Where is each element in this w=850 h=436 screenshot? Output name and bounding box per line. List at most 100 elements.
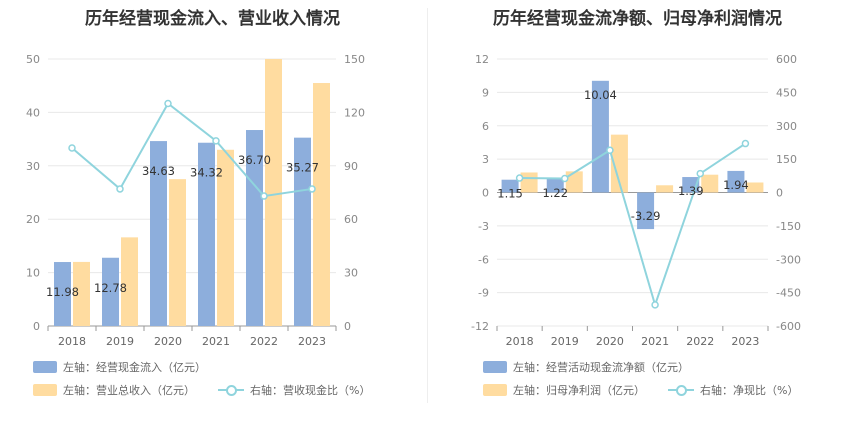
- left-y2tick: 60: [344, 213, 358, 226]
- right-xtick: 2022: [686, 335, 714, 348]
- left-bar-primary: [150, 141, 167, 326]
- right-bar-secondary: [520, 172, 538, 193]
- right-ytick: -9: [478, 287, 489, 300]
- right-legend-secondary[interactable]: 左轴：归母净利润（亿元）: [483, 382, 645, 398]
- right-legend-line[interactable]: 右轴：净现比（%）: [668, 382, 798, 398]
- right-ytick: 6: [482, 120, 489, 133]
- right-xtick: 2021: [641, 335, 669, 348]
- right-y2tick: -300: [776, 253, 801, 266]
- left-bar-secondary: [265, 59, 282, 326]
- right-chart-plot: -12 -600 -9 -450 -6 -300 -3 -150 0 0 3 150 6 300 9 450 1…: [471, 53, 801, 348]
- right-line-point: [515, 174, 524, 182]
- left-xtick: 2020: [154, 335, 182, 348]
- left-ytick: 20: [26, 213, 40, 226]
- left-legend-secondary-label: 左轴：营业总收入（亿元）: [63, 384, 195, 397]
- right-legend-primary[interactable]: 左轴：经营活动现金流净额（亿元）: [483, 359, 689, 375]
- right-line-point: [651, 301, 659, 309]
- left-line-series: [71, 101, 313, 198]
- left-ytick: 30: [26, 160, 40, 173]
- left-bar-primary: [102, 257, 119, 326]
- legend-swatch-icon: [33, 361, 57, 373]
- right-y2tick: -600: [776, 320, 801, 333]
- left-bar-label: 35.27: [286, 161, 319, 175]
- left-bar-primary: [54, 262, 71, 326]
- right-ytick: 9: [482, 86, 489, 99]
- right-y2tick: 450: [776, 86, 797, 99]
- left-y2tick: 150: [344, 53, 365, 66]
- left-line-point: [308, 185, 316, 193]
- left-legend-line[interactable]: 右轴：营收现金比（%）: [218, 382, 370, 398]
- left-legend-primary-label: 左轴：经营现金流入（亿元）: [63, 361, 206, 374]
- right-xtick: 2018: [506, 335, 534, 348]
- left-bar-label: 34.32: [190, 166, 223, 180]
- left-bar-label: 36.70: [238, 153, 271, 167]
- left-y2tick: 0: [344, 320, 351, 333]
- left-line-point: [260, 192, 268, 200]
- right-ytick: 12: [475, 53, 489, 66]
- right-bar-secondary: [746, 182, 764, 193]
- left-y2tick: 90: [344, 160, 358, 173]
- legend-line-icon: [218, 384, 244, 396]
- left-legend-line-label: 右轴：营收现金比（%）: [250, 384, 371, 397]
- left-bar-primary: [198, 142, 215, 326]
- right-bar-label: 1.22: [542, 186, 568, 200]
- right-line-point: [561, 174, 569, 183]
- left-chart-plot: 0 0 10 30 20 60 30 90 40 120 50 150 2018 2019 2020 2021…: [26, 53, 365, 348]
- right-bar-secondary: [656, 185, 674, 193]
- right-bar-label: 1.94: [723, 178, 749, 192]
- left-bar-label: 12.78: [94, 281, 127, 295]
- left-chart-title: 历年经营现金流入、营业收入情况: [85, 9, 340, 29]
- left-xtick: 2022: [250, 335, 278, 348]
- right-xtick: 2019: [551, 335, 579, 348]
- legend-line-icon: [668, 384, 694, 396]
- left-xtick: 2018: [58, 335, 86, 348]
- left-line-point: [164, 99, 172, 108]
- left-bar-secondary: [169, 179, 186, 326]
- right-chart-title: 历年经营现金流净额、归母净利润情况: [493, 9, 782, 29]
- right-bar-primary: [591, 80, 609, 193]
- left-bar-secondary: [217, 149, 234, 326]
- left-xtick: 2023: [298, 335, 326, 348]
- legend-swatch-icon: [33, 384, 57, 396]
- left-ytick: 40: [26, 106, 40, 119]
- left-chart-panel: 历年经营现金流入、营业收入情况 0 0 10 30 20 60 30 90 40 120 50 150…: [26, 9, 370, 398]
- left-bar-label: 11.98: [46, 285, 79, 299]
- right-line-point: [606, 146, 614, 154]
- right-line-series: [519, 142, 746, 309]
- right-bar-label: 10.04: [584, 88, 617, 102]
- right-bar-secondary: [701, 174, 719, 193]
- right-y2tick: -450: [776, 287, 801, 300]
- right-bar-primary: [501, 179, 519, 193]
- right-ytick: -12: [471, 320, 489, 333]
- right-y2tick: 600: [776, 53, 797, 66]
- left-line-point: [116, 185, 124, 193]
- right-y2tick: 300: [776, 120, 797, 133]
- right-bar-label: -3.29: [631, 209, 661, 223]
- left-ytick: 50: [26, 53, 40, 66]
- right-chart-panel: 历年经营现金流净额、归母净利润情况 -12 -600 -9 -450 -6 -300 -3 -…: [425, 0, 850, 436]
- left-bar-primary: [294, 137, 311, 326]
- left-legend-primary[interactable]: 左轴：经营现金流入（亿元）: [33, 359, 206, 375]
- right-bar-label: 1.39: [678, 184, 704, 198]
- left-legend-secondary[interactable]: 左轴：营业总收入（亿元）: [33, 382, 195, 398]
- left-bar-label: 34.63: [142, 164, 175, 178]
- left-xtick: 2021: [202, 335, 230, 348]
- left-y2tick: 120: [344, 106, 365, 119]
- left-ytick: 0: [33, 320, 40, 333]
- right-bar-primary: [727, 170, 745, 193]
- right-line-point: [696, 169, 704, 178]
- right-xtick: 2023: [731, 335, 759, 348]
- right-ytick: -6: [478, 253, 489, 266]
- right-legend-line-label: 右轴：净现比（%）: [700, 384, 799, 397]
- left-xtick: 2019: [106, 335, 134, 348]
- left-bar-secondary: [313, 83, 330, 326]
- left-ytick: 10: [26, 267, 40, 280]
- right-bar-secondary: [610, 134, 628, 193]
- left-line-point: [68, 144, 76, 152]
- left-y2tick: 30: [344, 267, 358, 280]
- right-ytick: -3: [478, 220, 489, 233]
- right-bar-primary: [546, 178, 564, 193]
- right-xtick: 2020: [596, 335, 624, 348]
- right-y2tick: 150: [776, 153, 797, 166]
- left-line-point: [212, 137, 220, 145]
